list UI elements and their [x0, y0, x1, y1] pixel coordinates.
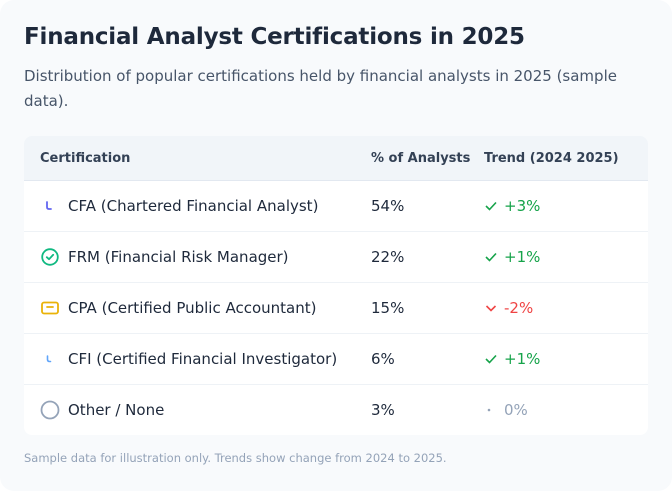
certification-name: Other / None: [68, 401, 165, 419]
footer-note: Sample data for illustration only. Trend…: [24, 451, 447, 465]
percent-value: 54%: [371, 197, 405, 215]
trend-value: +1%: [504, 248, 541, 266]
certification-name: FRM (Financial Risk Manager): [68, 248, 289, 266]
page-title: Financial Analyst Certifications in 2025: [24, 24, 525, 50]
percent-value: 6%: [371, 350, 395, 368]
certification-name: CFA (Chartered Financial Analyst): [68, 197, 319, 215]
spinner-arc-icon: [40, 196, 60, 216]
table-row: CFI (Certified Financial Investigator) 6…: [24, 334, 648, 385]
empty-circle-icon: [40, 400, 60, 420]
table-row: CFA (Chartered Financial Analyst) 54% +3…: [24, 181, 648, 232]
card-icon: [40, 298, 60, 318]
chevron-down-icon: [484, 301, 498, 315]
column-header-trend: Trend (2024 2025): [484, 150, 619, 166]
table-row: FRM (Financial Risk Manager) 22% +1%: [24, 232, 648, 283]
certification-name: CFI (Certified Financial Investigator): [68, 350, 338, 368]
trend-value: +1%: [504, 350, 541, 368]
column-header-certification: Certification: [40, 150, 131, 166]
spinner-arc-icon: [40, 349, 60, 369]
certification-name: CPA (Certified Public Accountant): [68, 299, 317, 317]
trend-value: -2%: [504, 299, 534, 317]
dot-icon: [484, 403, 498, 417]
table-header: Certification % of Analysts Trend (2024 …: [24, 136, 648, 181]
page-subtitle: Distribution of popular certifications h…: [24, 67, 617, 110]
column-header-percent: % of Analysts: [371, 150, 471, 166]
check-icon: [484, 352, 498, 366]
table-row: Other / None 3% 0%: [24, 385, 648, 435]
percent-value: 3%: [371, 401, 395, 419]
check-icon: [484, 250, 498, 264]
certifications-table: Certification % of Analysts Trend (2024 …: [24, 136, 648, 435]
check-icon: [484, 199, 498, 213]
percent-value: 15%: [371, 299, 405, 317]
trend-value: 0%: [504, 401, 528, 419]
percent-value: 22%: [371, 248, 405, 266]
trend-value: +3%: [504, 197, 541, 215]
table-row: CPA (Certified Public Accountant) 15% -2…: [24, 283, 648, 334]
check-circle-icon: [40, 247, 60, 267]
